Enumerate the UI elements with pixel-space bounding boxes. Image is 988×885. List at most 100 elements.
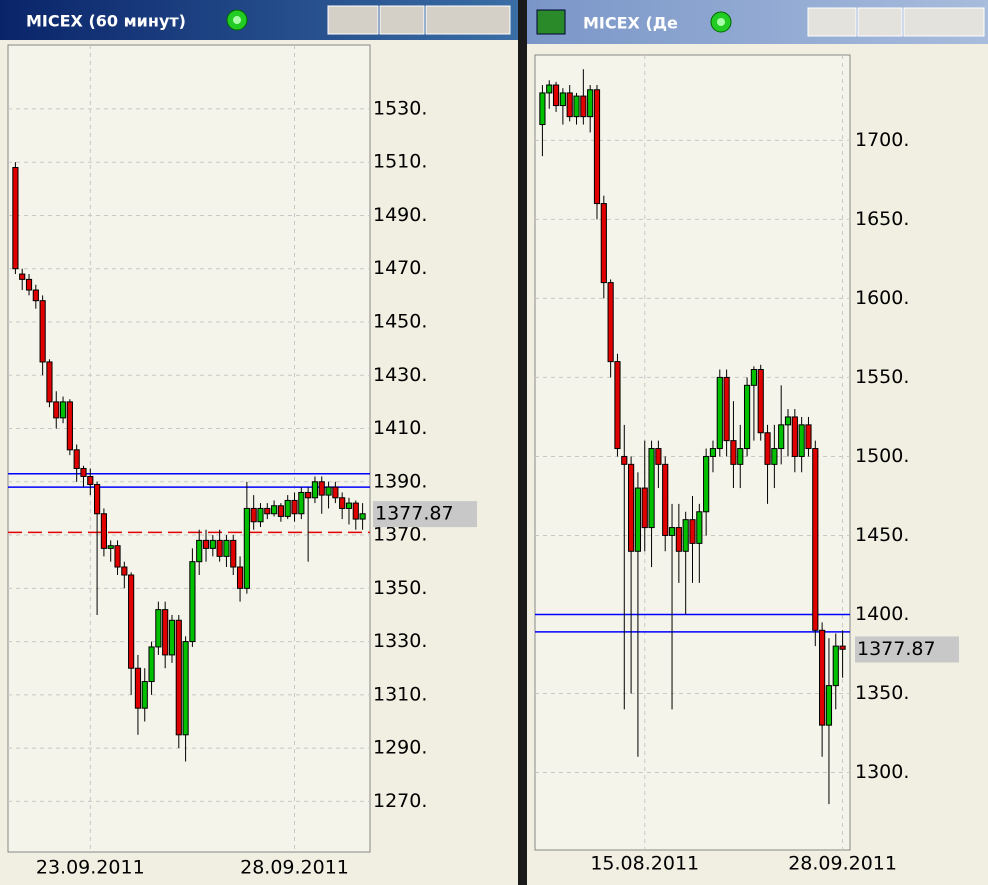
candle-body bbox=[318, 481, 325, 496]
candle-body bbox=[675, 527, 682, 552]
candle-body bbox=[784, 416, 792, 426]
candle-body bbox=[716, 376, 723, 450]
close-button[interactable] bbox=[425, 5, 511, 35]
y-tick-label: 1600. bbox=[855, 287, 909, 309]
candle-body bbox=[628, 463, 635, 552]
candle-body bbox=[291, 499, 298, 515]
candle-body bbox=[621, 455, 628, 465]
candle-body bbox=[19, 273, 26, 280]
candle-body bbox=[825, 685, 833, 726]
y-tick-label: 1650. bbox=[855, 208, 909, 230]
candle-body bbox=[264, 507, 271, 515]
candle-body bbox=[552, 84, 560, 107]
candle-body bbox=[668, 527, 676, 536]
y-tick-label: 1700. bbox=[855, 129, 909, 151]
candle-body bbox=[743, 384, 751, 450]
candle-body bbox=[182, 641, 189, 736]
candle-body bbox=[750, 369, 757, 386]
candle-body bbox=[634, 487, 642, 552]
candle-body bbox=[121, 566, 128, 576]
y-tick-label: 1470. bbox=[373, 257, 427, 279]
candle-body bbox=[345, 502, 353, 509]
candle-body bbox=[209, 539, 216, 549]
last-price-label: 1377.87 bbox=[857, 638, 936, 660]
x-tick-label: 23.09.2011 bbox=[36, 857, 145, 879]
minimize-button[interactable] bbox=[327, 5, 379, 35]
candle-body bbox=[587, 89, 594, 118]
candle-body bbox=[100, 513, 107, 549]
candle-body bbox=[284, 499, 291, 517]
candle-body bbox=[566, 92, 573, 118]
close-button[interactable] bbox=[903, 7, 985, 37]
plot bbox=[535, 55, 850, 850]
candle-body bbox=[114, 545, 121, 568]
candle-body bbox=[332, 486, 339, 499]
y-tick-label: 1450. bbox=[373, 310, 427, 332]
y-tick-label: 1500. bbox=[855, 445, 909, 467]
candle-body bbox=[202, 539, 210, 549]
splitter bbox=[518, 0, 527, 885]
y-tick-label: 1290. bbox=[373, 737, 427, 759]
last-price-box bbox=[373, 501, 477, 528]
candle-body bbox=[723, 376, 730, 442]
candle-body bbox=[196, 539, 203, 563]
candle-body bbox=[593, 89, 601, 205]
candle-body bbox=[771, 448, 778, 465]
candle-body bbox=[798, 424, 805, 457]
candle-body bbox=[819, 629, 826, 726]
candle-body bbox=[32, 289, 39, 302]
y-tick-label: 1430. bbox=[373, 364, 427, 386]
maximize-button[interactable] bbox=[857, 7, 903, 37]
candle-body bbox=[87, 475, 94, 485]
candle-body bbox=[778, 424, 785, 450]
x-tick-label: 15.08.2011 bbox=[590, 853, 699, 875]
y-tick-label: 1350. bbox=[855, 682, 909, 704]
candle-body bbox=[53, 401, 60, 419]
plot-area bbox=[7, 44, 371, 853]
candle-body bbox=[757, 369, 764, 434]
candle-body bbox=[66, 401, 73, 451]
minimize-button[interactable] bbox=[807, 7, 857, 37]
candle-body bbox=[682, 519, 689, 552]
y-tick-label: 1450. bbox=[855, 524, 909, 546]
icon bbox=[536, 9, 566, 35]
candle-body bbox=[546, 84, 553, 94]
candle-body bbox=[614, 361, 621, 450]
candle-body bbox=[162, 609, 169, 656]
y-tick-label: 1330. bbox=[373, 630, 427, 652]
maximize-button[interactable] bbox=[379, 5, 425, 35]
candle-body bbox=[573, 95, 580, 118]
candle-body bbox=[107, 545, 114, 549]
candle-body bbox=[311, 481, 319, 499]
candle-body bbox=[243, 507, 250, 589]
candle-body bbox=[298, 491, 305, 515]
y-tick-label: 1390. bbox=[373, 470, 427, 492]
candle-body bbox=[580, 95, 587, 118]
y-tick-label: 1300. bbox=[855, 761, 909, 783]
y-tick-label: 1370. bbox=[373, 524, 427, 546]
candle-body bbox=[539, 92, 546, 126]
candle-body bbox=[655, 448, 662, 465]
candle-body bbox=[155, 609, 162, 648]
candle-body bbox=[59, 401, 67, 419]
candle-body bbox=[689, 519, 696, 544]
y-tick-label: 1510. bbox=[373, 151, 427, 173]
candle-body bbox=[352, 502, 359, 520]
y-tick-label: 1400. bbox=[855, 603, 909, 625]
candle-body bbox=[141, 681, 148, 709]
candle-body bbox=[641, 487, 648, 529]
candle-body bbox=[189, 561, 196, 643]
candle-body bbox=[305, 491, 312, 499]
candle-body bbox=[737, 448, 744, 465]
candle-body bbox=[94, 483, 101, 515]
candle-body bbox=[764, 432, 771, 465]
candle-body bbox=[839, 645, 846, 650]
candle-body bbox=[805, 424, 812, 450]
candle-body bbox=[607, 282, 614, 363]
icon bbox=[717, 18, 725, 26]
candle-body bbox=[730, 440, 737, 465]
plot bbox=[8, 45, 370, 852]
candle-body bbox=[559, 92, 566, 107]
y-tick-label: 1310. bbox=[373, 683, 427, 705]
